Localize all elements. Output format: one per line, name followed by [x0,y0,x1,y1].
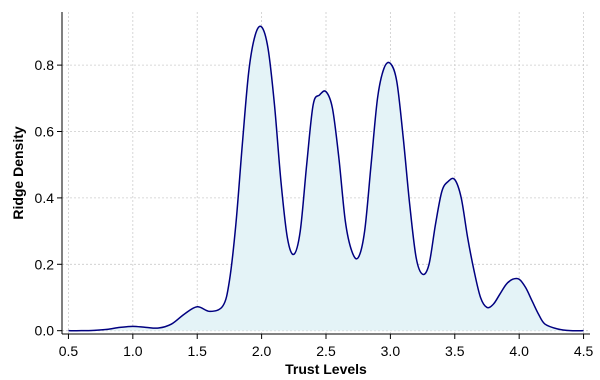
y-tick-label: 0.4 [35,190,55,206]
density-area-fill [68,26,584,331]
x-axis-title: Trust Levels [285,361,367,377]
x-tick-label: 2.0 [252,343,272,359]
x-tick-label: 1.0 [123,343,143,359]
y-axis-title: Ridge Density [10,126,26,220]
x-tick-label: 1.5 [187,343,207,359]
x-tick-label: 3.0 [381,343,401,359]
x-tick-label: 2.5 [316,343,336,359]
x-tick-label: 0.5 [59,343,79,359]
y-axis-ticks: 0.0 0.2 0.4 0.6 0.8 [35,57,62,339]
density-curve-line [68,25,584,332]
x-tick-label: 4.0 [509,343,529,359]
y-tick-label: 0.0 [35,323,55,339]
y-tick-label: 0.8 [35,57,55,73]
x-tick-label: 3.5 [445,343,465,359]
x-tick-label: 4.5 [574,343,594,359]
y-tick-label: 0.6 [35,124,55,140]
y-tick-label: 0.2 [35,256,55,272]
x-axis-ticks: 0.5 1.0 1.5 2.0 2.5 3.0 3.5 4.0 4.5 [59,334,594,359]
